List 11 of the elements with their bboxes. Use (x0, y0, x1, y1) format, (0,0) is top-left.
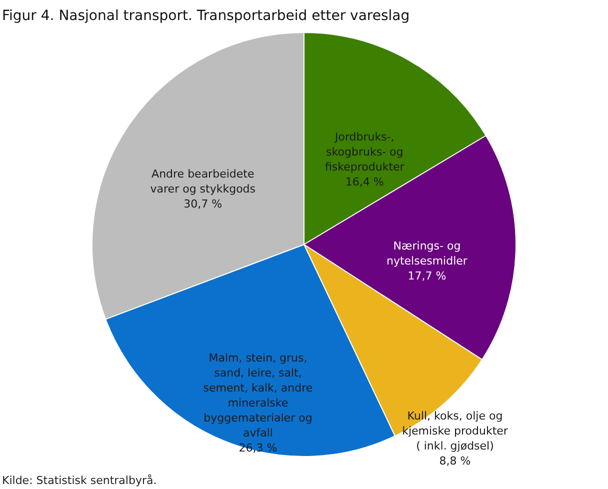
text: Kilde: Statistisk sentralbyrå. (2, 474, 157, 487)
data-label: 17,7 % (408, 270, 446, 283)
data-label: 30,7 % (184, 198, 222, 211)
slice-label: Nærings- og nytelsesmidler (386, 240, 468, 268)
data-label: 16,4 % (345, 176, 384, 189)
slice-label: Malm, stein, grus, sand, leire, salt, sement, kalk, andre mineralske byggematerialer og avfall (203, 352, 313, 440)
slice-label: Kull, koks, olje og kjemiske produkter ( inkl. gjødsel) (402, 410, 508, 453)
slice-label: Jordbruks-, skogbruks- og fiskeprodukter (324, 130, 405, 174)
slice-label: Andre bearbeidete varer og stykkgods (150, 168, 256, 196)
data-label: 8,8 % (439, 454, 471, 468)
chart-title: Figur 4. Nasjonal transport. Transportarbeid etter vareslag (2, 8, 410, 24)
